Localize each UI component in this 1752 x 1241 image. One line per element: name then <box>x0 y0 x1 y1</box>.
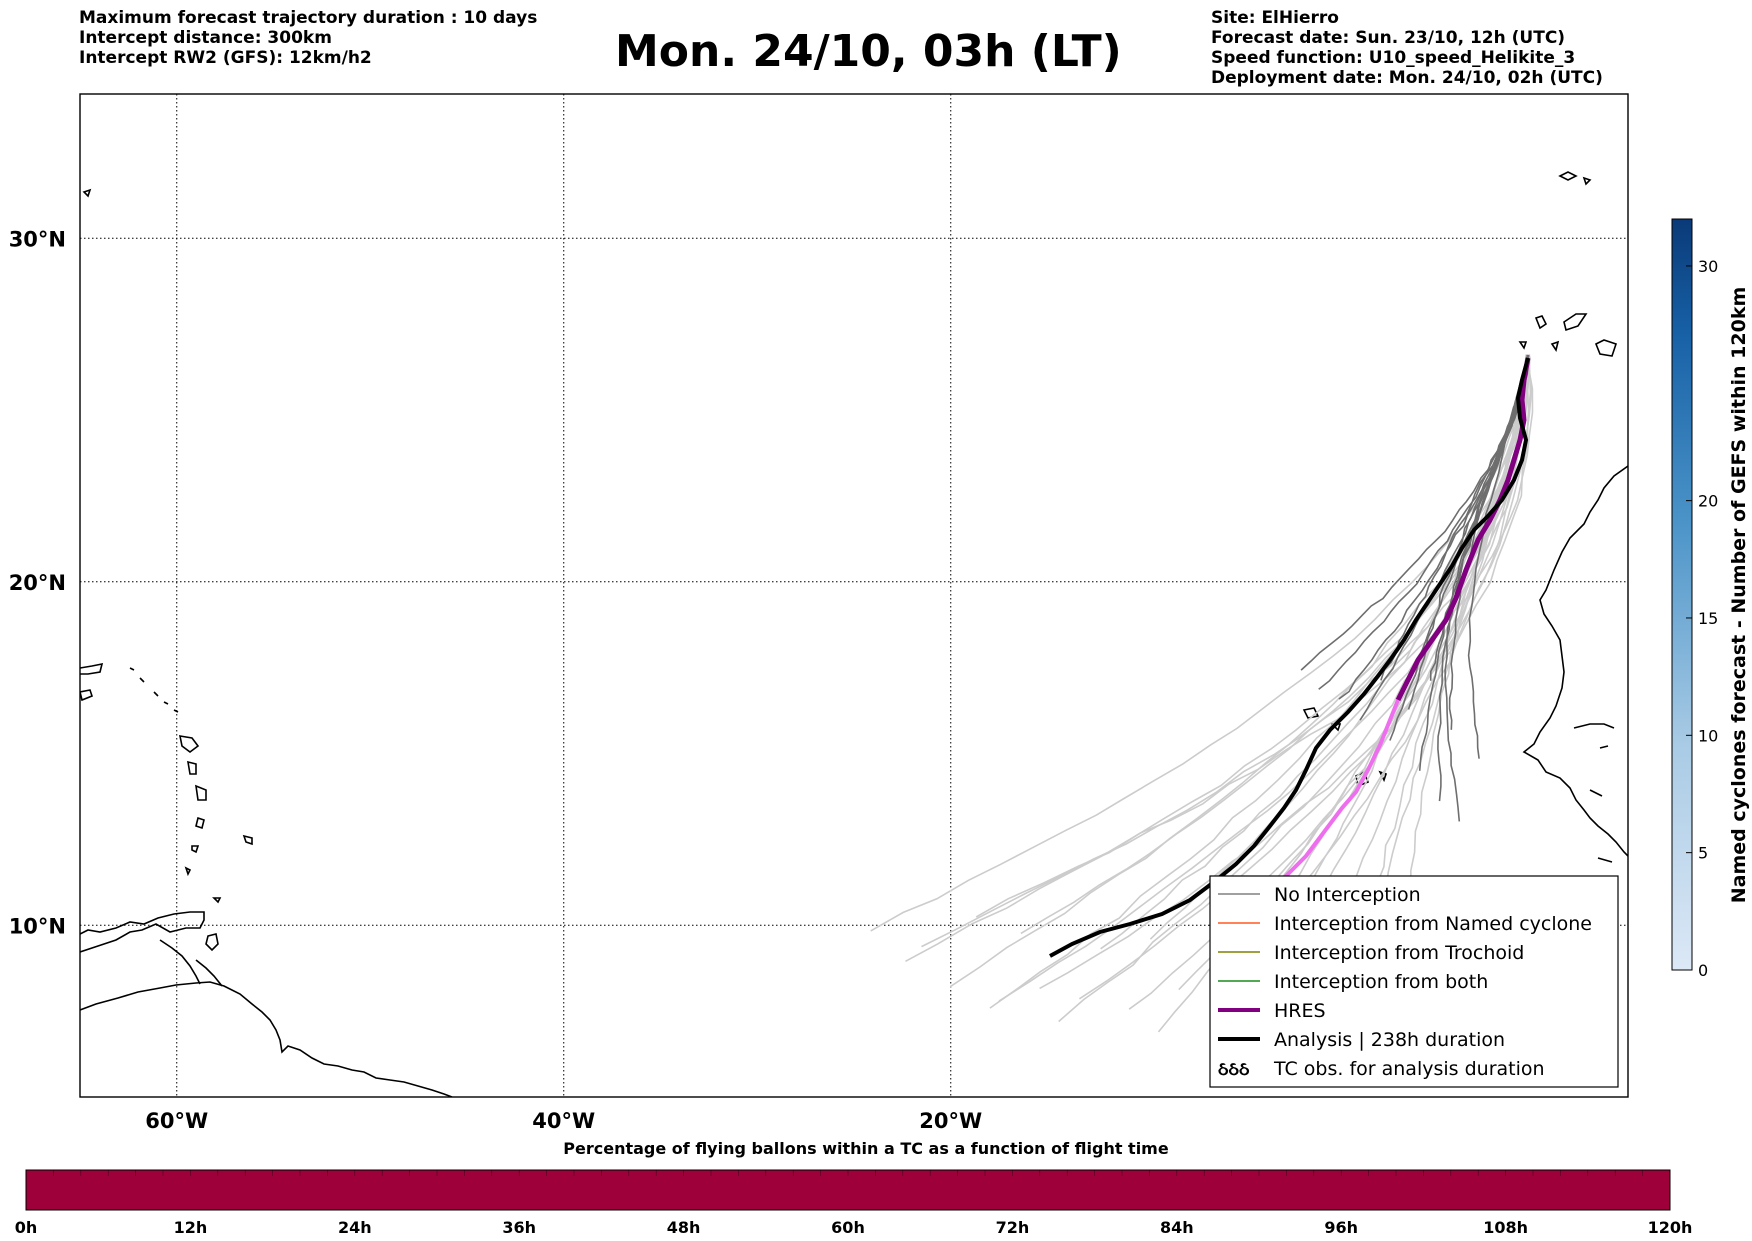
legend-label: Interception from Named cyclone <box>1274 913 1592 935</box>
legend-tc-symbol-icon: ઠઠઠ <box>1218 1059 1250 1080</box>
flight-time-tick-label: 72h <box>996 1218 1030 1237</box>
island-guadeloupe <box>178 735 200 753</box>
lat-tick-label: 10°N <box>9 914 66 938</box>
island-madeira <box>1558 171 1592 186</box>
flight-time-tick-label: 120h <box>1648 1218 1693 1237</box>
ensemble-track <box>1078 354 1531 1000</box>
island-puerto-rico <box>80 662 104 675</box>
colorbar-tick-label: 30 <box>1698 257 1718 276</box>
legend-label: TC obs. for analysis duration <box>1273 1058 1545 1080</box>
forecast-settings-info: Maximum forecast trajectory duration : 1… <box>79 8 537 68</box>
flight-time-tick-label: 12h <box>174 1218 208 1237</box>
legend-box <box>1209 875 1619 1088</box>
islands-cape-verde <box>1302 707 1388 788</box>
flight-time-colorbar-title: Percentage of flying ballons within a TC… <box>563 1139 1169 1158</box>
island-trinidad <box>205 933 219 952</box>
colorbar-tick-label: 10 <box>1698 726 1718 745</box>
max-duration-line: Maximum forecast trajectory duration : 1… <box>79 8 538 28</box>
colorbar-label: Named cyclones forecast - Number of GEFS… <box>1728 287 1750 904</box>
islands-canary <box>1518 313 1618 357</box>
flight-time-tick-label: 24h <box>338 1218 372 1237</box>
legend-label: No Interception <box>1274 884 1421 906</box>
site-info: Site: ElHierro Forecast date: Sun. 23/10… <box>1211 8 1603 88</box>
island-hispaniola <box>80 689 93 702</box>
lon-tick-label: 40°W <box>532 1109 595 1133</box>
coastlines <box>80 171 1628 1097</box>
graticule <box>80 94 1628 1097</box>
coast-south-america <box>80 981 453 1097</box>
ensemble-track-dark <box>1338 354 1529 700</box>
analysis-track <box>1049 357 1530 958</box>
flight-time-tick-label: 36h <box>502 1218 536 1237</box>
colorbar-tick-label: 20 <box>1698 492 1718 511</box>
speed-function-line: Speed function: U10_speed_Helikite_3 <box>1211 48 1576 68</box>
deployment-date-line: Deployment date: Mon. 24/10, 02h (UTC) <box>1211 68 1603 88</box>
island-bermuda <box>82 188 92 198</box>
island-st-lucia <box>195 816 205 830</box>
flight-time-tick-label: 108h <box>1483 1218 1528 1237</box>
coast-senegal-rivers <box>1573 723 1615 863</box>
legend: No Interception Interception from Named c… <box>1209 875 1619 1088</box>
colorbar-tick-label: 5 <box>1698 844 1708 863</box>
flight-time-tick-label: 96h <box>1324 1218 1358 1237</box>
lon-tick-label: 60°W <box>145 1109 208 1133</box>
axis-tick-labels: 30°N 20°N 10°N 60°W 40°W 20°W <box>9 227 983 1133</box>
legend-label: Analysis | 238h duration <box>1274 1029 1505 1051</box>
lon-tick-label: 20°W <box>919 1109 982 1133</box>
map-frame <box>79 93 1629 1098</box>
flight-time-tick-label: 60h <box>831 1218 865 1237</box>
legend-label: Interception from Trochoid <box>1274 942 1524 964</box>
lat-tick-label: 20°N <box>9 571 66 595</box>
colorbar-tick-label: 15 <box>1698 609 1718 628</box>
site-line: Site: ElHierro <box>1211 8 1339 28</box>
ensemble-track <box>998 355 1529 1002</box>
island-st-vincent <box>191 845 200 854</box>
legend-label: HRES <box>1274 1000 1326 1022</box>
forecast-date-line: Forecast date: Sun. 23/10, 12h (UTC) <box>1211 28 1566 48</box>
legend-label: Interception from both <box>1274 971 1488 993</box>
lat-tick-label: 30°N <box>9 227 66 251</box>
intercept-distance-line: Intercept distance: 300km <box>79 28 332 48</box>
islands-leeward <box>129 667 179 713</box>
flight-time-tick-label: 48h <box>667 1218 701 1237</box>
named-cyclones-colorbar: Named cyclones forecast - Number of GEFS… <box>1671 218 1750 980</box>
island-grenada <box>184 866 192 877</box>
intercept-rw2-line: Intercept RW2 (GFS): 12km/h2 <box>79 48 372 68</box>
flight-time-tick-label: 84h <box>1160 1218 1194 1237</box>
flight-time-tick-label: 0h <box>15 1218 38 1237</box>
map-title: Mon. 24/10, 03h (LT) <box>615 26 1122 77</box>
hres-track <box>1395 357 1531 702</box>
colorbar-gradient <box>1671 218 1693 971</box>
coast-gulf-paria <box>159 939 201 985</box>
coast-africa <box>1522 465 1628 857</box>
colorbar-tick-label: 0 <box>1698 961 1708 980</box>
flight-time-colorbar: Percentage of flying ballons within a TC… <box>15 1139 1693 1237</box>
island-martinique <box>195 784 207 801</box>
coast-venezuela <box>80 911 205 953</box>
island-dominica <box>187 760 197 775</box>
coast-guyana-delta <box>195 959 223 987</box>
ensemble-track-dark <box>1300 355 1530 671</box>
island-barbados <box>242 834 253 846</box>
island-tobago <box>212 897 222 904</box>
